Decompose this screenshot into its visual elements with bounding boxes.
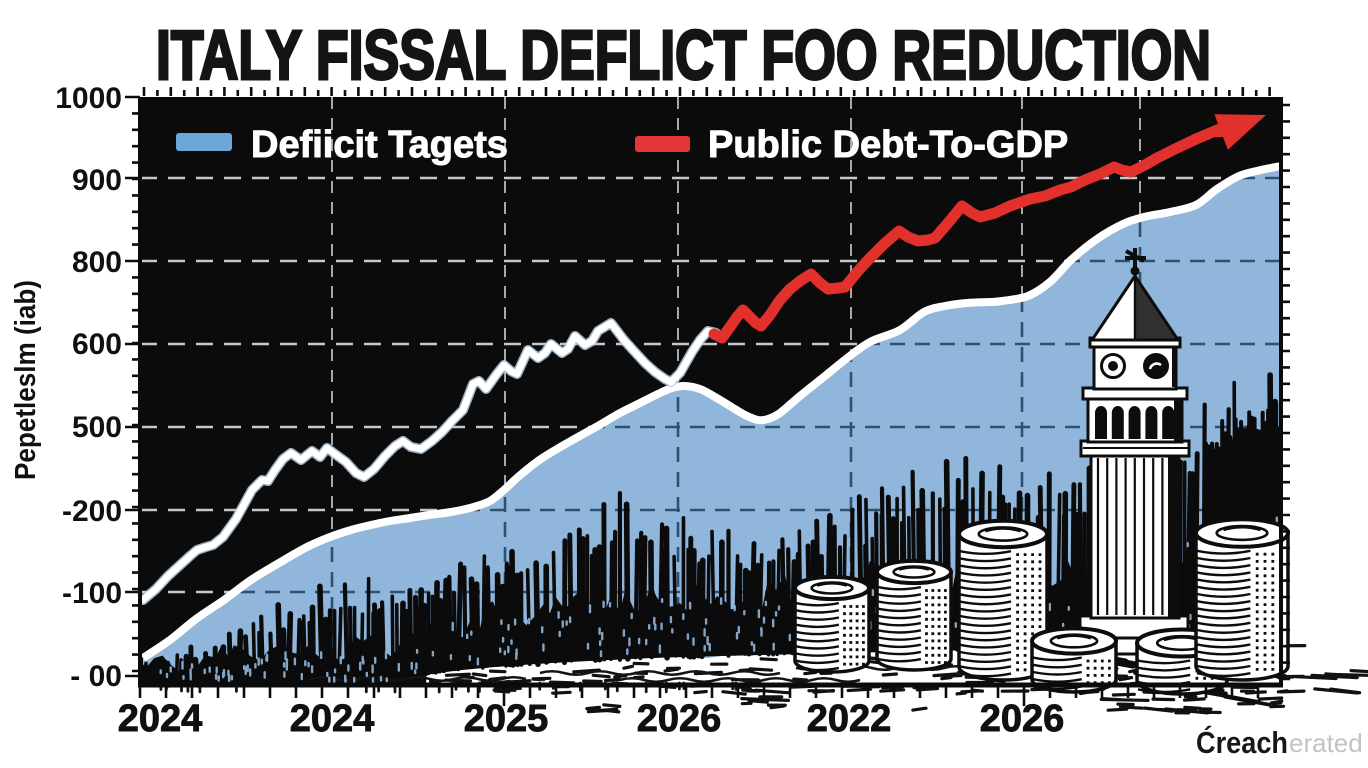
svg-text:1000: 1000	[55, 82, 122, 115]
svg-text:2025: 2025	[464, 698, 549, 740]
svg-text:500: 500	[72, 411, 122, 444]
svg-text:800: 800	[72, 246, 122, 279]
svg-text:erated: erated	[1289, 728, 1363, 758]
svg-text:Ćreach: Ćreach	[1196, 724, 1288, 760]
svg-text:2024: 2024	[290, 698, 375, 740]
svg-text:600: 600	[72, 328, 122, 361]
svg-text:900: 900	[72, 164, 122, 197]
svg-text:ITALY FISSAL DEFLICT FOO REDUC: ITALY FISSAL DEFLICT FOO REDUCTION	[156, 16, 1211, 94]
svg-text:Public Debt-To-GDP: Public Debt-To-GDP	[708, 124, 1068, 166]
svg-text:2022: 2022	[807, 698, 892, 740]
svg-text:-100: -100	[62, 577, 122, 610]
svg-text:- 00: - 00	[70, 660, 122, 693]
svg-text:-200: -200	[62, 495, 122, 528]
svg-text:Defiicit Tagets: Defiicit Tagets	[251, 124, 508, 166]
svg-text:2026: 2026	[637, 698, 722, 740]
svg-text:Pepetleslm (iab): Pepetleslm (iab)	[10, 280, 42, 480]
svg-text:2026: 2026	[980, 698, 1065, 740]
svg-text:2024: 2024	[118, 698, 203, 740]
